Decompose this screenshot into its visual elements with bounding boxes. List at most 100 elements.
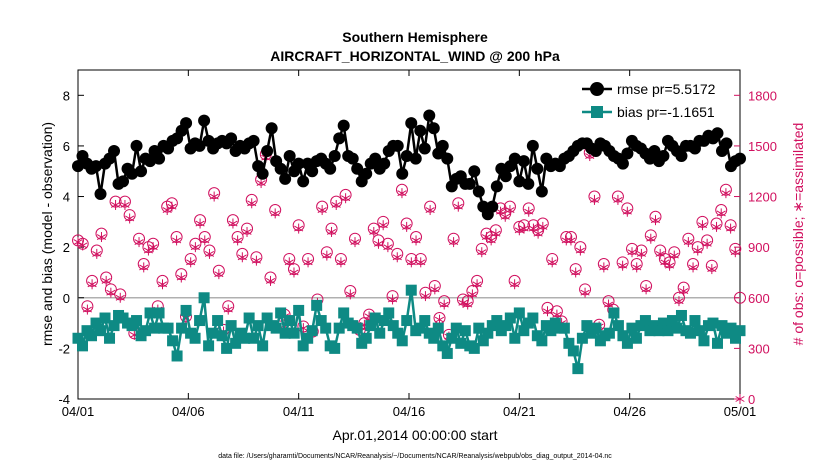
- bias-point: [504, 312, 516, 324]
- assimilated-point: [622, 206, 632, 217]
- rmse-point: [427, 122, 440, 135]
- bias-point: [252, 320, 264, 332]
- rmse-point: [436, 139, 449, 152]
- bias-point: [374, 327, 386, 339]
- y-left-tick-label: 0: [63, 291, 70, 306]
- bias-point: [608, 307, 620, 319]
- bias-point: [248, 332, 260, 344]
- assimilated-point: [228, 218, 238, 229]
- assimilated-point: [378, 220, 388, 231]
- bias-point: [239, 332, 251, 344]
- assimilated-point: [669, 250, 679, 261]
- assimilated-point: [660, 257, 670, 268]
- x-axis-ticks: 04/01 04/06 04/11 04/16 04/21 04/26 05/01: [62, 70, 756, 419]
- assimilated-point: [233, 235, 243, 246]
- assimilated-point: [420, 291, 431, 302]
- rmse-point: [400, 150, 413, 163]
- assimilated-point: [702, 238, 712, 249]
- assimilated-point: [350, 237, 360, 248]
- assimilated-point: [317, 205, 327, 216]
- bias-point: [572, 363, 584, 375]
- bias-point: [338, 307, 350, 319]
- assimilated-point: [505, 205, 515, 216]
- bias-point: [473, 322, 485, 334]
- series-rmse: [72, 109, 746, 221]
- rmse-point: [144, 155, 157, 168]
- x-tick-label: 04/16: [393, 404, 426, 419]
- bias-point: [95, 325, 107, 337]
- y-right-tick-label: 600: [748, 291, 770, 306]
- assimilated-point: [242, 226, 252, 237]
- assimilated-point: [139, 262, 149, 273]
- assimilated-point: [735, 394, 745, 404]
- assimilated-point: [425, 205, 435, 216]
- assimilated-point: [575, 245, 585, 256]
- bias-point: [279, 327, 291, 339]
- assimilated-point: [500, 211, 510, 222]
- assimilated-point: [688, 262, 698, 273]
- bias-point: [275, 307, 287, 319]
- bias-point: [693, 325, 705, 337]
- x-tick-label: 04/11: [283, 404, 315, 419]
- assimilated-point: [115, 292, 125, 303]
- bias-point: [468, 342, 480, 354]
- assimilated-point: [406, 257, 416, 268]
- rmse-point: [351, 162, 364, 175]
- assimilated-point: [524, 206, 534, 217]
- y-axis-left-ticks: -4 -2 0 2 4 6 8: [58, 88, 84, 407]
- rmse-point: [180, 117, 193, 130]
- assimilated-point: [716, 208, 726, 219]
- assimilated-point: [636, 248, 646, 259]
- assimilated-point: [589, 194, 600, 205]
- rmse-point: [621, 147, 634, 160]
- bias-point: [149, 322, 161, 334]
- rmse-point: [292, 157, 305, 170]
- rmse-point: [297, 175, 310, 188]
- bias-point: [725, 322, 737, 334]
- bias-point: [378, 315, 390, 327]
- assimilated-point: [486, 235, 496, 246]
- rmse-point: [337, 119, 350, 132]
- assimilated-point: [190, 242, 200, 253]
- rmse-point: [526, 139, 539, 152]
- bias-point: [621, 337, 633, 349]
- assimilated-point: [200, 235, 210, 246]
- assimilated-point: [172, 235, 182, 246]
- rmse-point: [486, 200, 499, 213]
- rmse-point: [360, 167, 373, 180]
- bias-point: [365, 320, 377, 332]
- assimilated-point: [341, 193, 351, 204]
- assimilated-point: [369, 226, 379, 237]
- bias-point: [257, 340, 269, 352]
- rmse-point: [472, 185, 485, 198]
- assimilated-point: [106, 287, 116, 298]
- legend-rmse-label: rmse pr=5.5172: [617, 81, 716, 97]
- bias-point: [414, 322, 426, 334]
- rmse-point: [517, 155, 530, 168]
- rmse-point: [90, 160, 103, 173]
- rmse-point: [274, 162, 287, 175]
- assimilated-point: [481, 232, 492, 243]
- assimilated-point: [326, 226, 337, 237]
- y-left-tick-label: 6: [63, 139, 70, 154]
- assimilated-point: [477, 247, 487, 258]
- bias-point: [315, 315, 327, 327]
- rmse-point: [256, 167, 269, 180]
- bias-point: [509, 332, 521, 344]
- bias-point: [567, 345, 579, 357]
- x-tick-label: 04/26: [613, 404, 646, 419]
- assimilated-point: [204, 248, 215, 259]
- assimilated-point: [247, 198, 257, 209]
- bias-point: [351, 322, 363, 334]
- bias-point: [90, 317, 102, 329]
- bias-point: [446, 332, 458, 344]
- rmse-point: [441, 152, 454, 165]
- assimilated-point: [265, 275, 276, 286]
- assimilated-point: [711, 221, 722, 232]
- bias-point: [581, 320, 593, 332]
- bias-point: [653, 325, 665, 337]
- possible-point: [734, 291, 746, 304]
- bias-point: [432, 322, 444, 334]
- x-tick-label: 04/01: [62, 404, 95, 419]
- assimilated-point: [472, 279, 482, 290]
